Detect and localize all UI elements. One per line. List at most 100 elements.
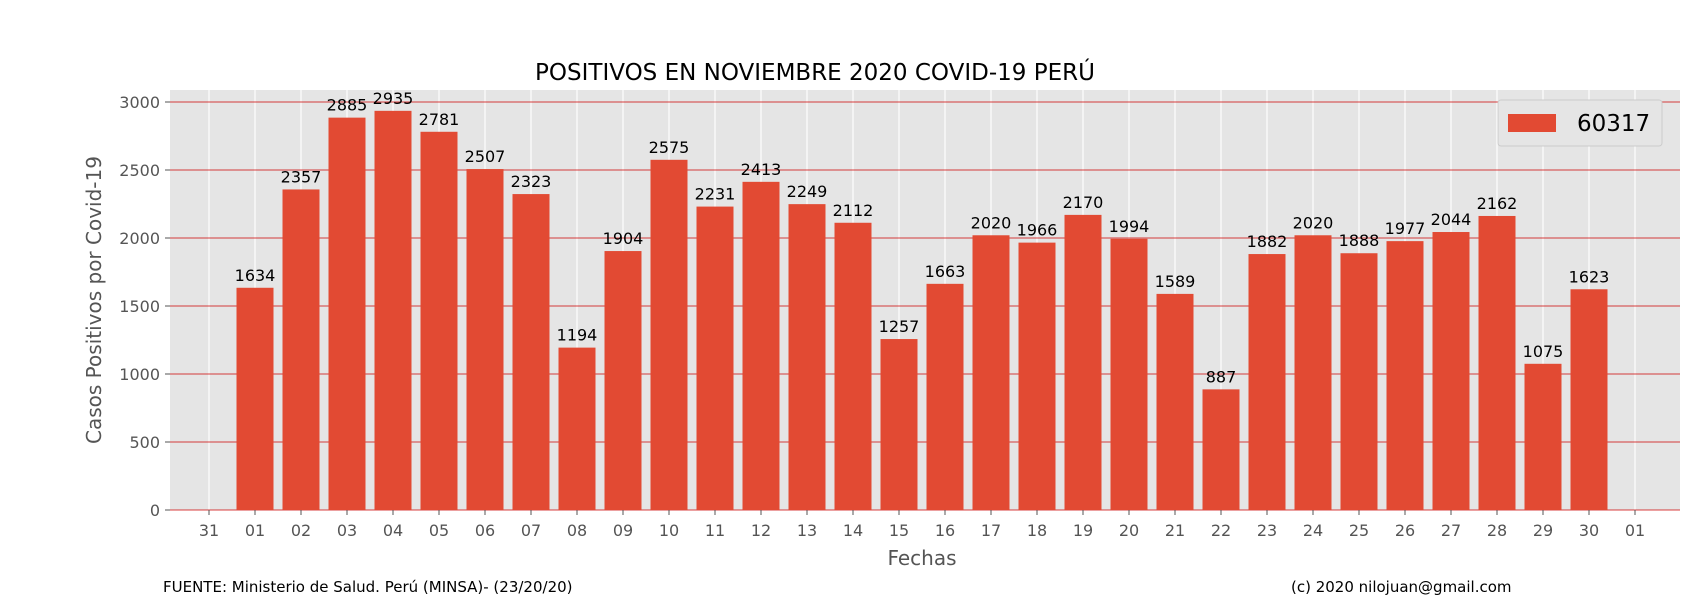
y-tick-label: 3000	[119, 93, 160, 112]
bar-value-label: 1994	[1109, 217, 1150, 236]
x-tick-label: 21	[1165, 521, 1185, 540]
bar	[1202, 389, 1240, 510]
y-tick-label: 2500	[119, 161, 160, 180]
x-tick-label: 15	[889, 521, 909, 540]
bar-value-label: 1977	[1385, 219, 1426, 238]
x-tick-label: 22	[1211, 521, 1231, 540]
bar	[420, 131, 458, 510]
bar	[374, 110, 412, 510]
bar	[1248, 254, 1286, 510]
bar	[926, 283, 964, 510]
x-tick-label: 01	[245, 521, 265, 540]
bar	[558, 347, 596, 510]
x-tick-label: 30	[1579, 521, 1599, 540]
bar-value-label: 2575	[649, 138, 690, 157]
bar-value-label: 2044	[1431, 210, 1472, 229]
bar-value-label: 2170	[1063, 193, 1104, 212]
x-tick-label: 31	[199, 521, 219, 540]
bar-value-label: 1966	[1017, 221, 1058, 240]
bar-value-label: 2323	[511, 172, 552, 191]
y-axis-label: Casos Positivos por Covid-19	[82, 156, 106, 444]
bar	[742, 181, 780, 510]
bar-value-label: 1623	[1569, 267, 1610, 286]
bars	[236, 110, 1608, 511]
x-tick-label: 27	[1441, 521, 1461, 540]
y-tick-label: 2000	[119, 229, 160, 248]
bar	[1156, 293, 1194, 510]
bar-value-label: 1882	[1247, 232, 1288, 251]
chart-title: POSITIVOS EN NOVIEMBRE 2020 COVID-19 PER…	[535, 58, 1095, 86]
x-tick-label: 14	[843, 521, 863, 540]
bar-value-label: 2507	[465, 147, 506, 166]
x-tick-label: 19	[1073, 521, 1093, 540]
bar	[1064, 214, 1102, 510]
legend: 60317	[1497, 99, 1663, 147]
bar	[328, 117, 366, 510]
bar	[1432, 232, 1470, 511]
x-tick-label: 07	[521, 521, 541, 540]
y-tick-label: 0	[150, 501, 160, 520]
x-tick-label: 01	[1625, 521, 1645, 540]
bar	[696, 206, 734, 511]
x-tick-label: 26	[1395, 521, 1415, 540]
bar-value-label: 1257	[879, 317, 920, 336]
x-tick-label: 24	[1303, 521, 1323, 540]
x-tick-label: 03	[337, 521, 357, 540]
bar	[1478, 215, 1516, 510]
bar-value-label: 2935	[373, 89, 414, 108]
x-tick-label: 20	[1119, 521, 1139, 540]
x-tick-label: 09	[613, 521, 633, 540]
credit-note: (c) 2020 nilojuan@gmail.com	[1291, 578, 1512, 596]
x-tick-label: 10	[659, 521, 679, 540]
bar	[282, 189, 320, 510]
bar	[1340, 253, 1378, 510]
bar-value-label: 2162	[1477, 194, 1518, 213]
bar	[1018, 242, 1056, 510]
bar-value-label: 2357	[281, 167, 322, 186]
bar	[236, 287, 274, 510]
x-tick-label: 29	[1533, 521, 1553, 540]
bar-value-label: 2020	[971, 213, 1012, 232]
bar	[880, 339, 918, 510]
x-tick-label: 28	[1487, 521, 1507, 540]
x-tick-label: 23	[1257, 521, 1277, 540]
x-tick-label: 16	[935, 521, 955, 540]
x-tick-label: 04	[383, 521, 403, 540]
legend-label: 60317	[1577, 111, 1650, 137]
legend-swatch	[1508, 114, 1556, 132]
bar-value-label: 1663	[925, 262, 966, 281]
x-tick-label: 11	[705, 521, 725, 540]
bar	[1294, 235, 1332, 510]
bar	[650, 159, 688, 511]
y-tick-label: 500	[129, 433, 160, 452]
bar-value-label: 1904	[603, 229, 644, 248]
bar-value-label: 1888	[1339, 231, 1380, 250]
bar-value-labels: 1634 2357 2885 2935 2781 2507 2323 1194 1904 2575…	[235, 89, 1610, 387]
bar	[1386, 241, 1424, 511]
bar-value-label: 2413	[741, 160, 782, 179]
x-tick-label: 06	[475, 521, 495, 540]
y-tick-label: 1000	[119, 365, 160, 384]
bar-value-label: 2020	[1293, 213, 1334, 232]
x-tick-label: 12	[751, 521, 771, 540]
bar-value-label: 1589	[1155, 272, 1196, 291]
y-axis-ticks: 0 500 1000 1500 2000 2500 3000	[119, 93, 170, 520]
x-tick-label: 02	[291, 521, 311, 540]
bar	[1110, 238, 1148, 511]
x-axis-ticks: 31 01 02 03 04 05 06 07 08 09 10 11 12 13 14 15 16 17 18 19…	[199, 510, 1645, 540]
x-tick-label: 25	[1349, 521, 1369, 540]
bar	[1524, 363, 1562, 510]
bar-value-label: 1634	[235, 266, 276, 285]
bar-value-label: 2249	[787, 182, 828, 201]
x-tick-label: 18	[1027, 521, 1047, 540]
bar-value-label: 2112	[833, 201, 874, 220]
bar	[834, 222, 872, 510]
bar-value-label: 887	[1206, 367, 1237, 386]
bar	[604, 251, 642, 510]
bar	[788, 204, 826, 511]
bar-value-label: 2231	[695, 185, 736, 204]
bar-value-label: 2781	[419, 110, 460, 129]
legend-box	[1497, 99, 1663, 147]
bar	[972, 235, 1010, 510]
